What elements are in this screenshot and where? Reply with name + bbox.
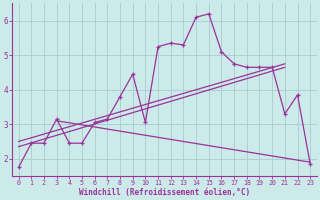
X-axis label: Windchill (Refroidissement éolien,°C): Windchill (Refroidissement éolien,°C): [79, 188, 250, 197]
